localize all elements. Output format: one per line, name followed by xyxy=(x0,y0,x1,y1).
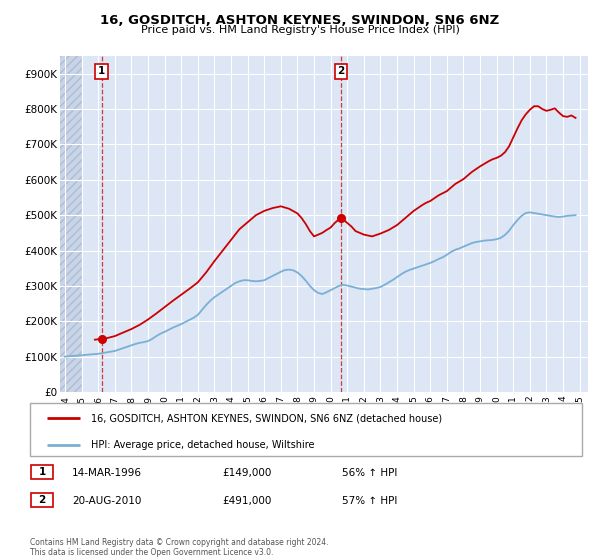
FancyBboxPatch shape xyxy=(30,403,582,456)
Text: 16, GOSDITCH, ASHTON KEYNES, SWINDON, SN6 6NZ (detached house): 16, GOSDITCH, ASHTON KEYNES, SWINDON, SN… xyxy=(91,413,442,423)
Text: 56% ↑ HPI: 56% ↑ HPI xyxy=(342,468,397,478)
Text: 57% ↑ HPI: 57% ↑ HPI xyxy=(342,496,397,506)
Text: HPI: Average price, detached house, Wiltshire: HPI: Average price, detached house, Wilt… xyxy=(91,440,314,450)
Text: £149,000: £149,000 xyxy=(222,468,271,478)
Text: £491,000: £491,000 xyxy=(222,496,271,506)
Text: 20-AUG-2010: 20-AUG-2010 xyxy=(72,496,142,506)
Text: 1: 1 xyxy=(98,66,105,76)
Text: Price paid vs. HM Land Registry's House Price Index (HPI): Price paid vs. HM Land Registry's House … xyxy=(140,25,460,35)
Text: 2: 2 xyxy=(38,495,46,505)
Text: Contains HM Land Registry data © Crown copyright and database right 2024.
This d: Contains HM Land Registry data © Crown c… xyxy=(30,538,329,557)
FancyBboxPatch shape xyxy=(31,493,53,507)
Text: 16, GOSDITCH, ASHTON KEYNES, SWINDON, SN6 6NZ: 16, GOSDITCH, ASHTON KEYNES, SWINDON, SN… xyxy=(100,14,500,27)
Text: 14-MAR-1996: 14-MAR-1996 xyxy=(72,468,142,478)
Text: 2: 2 xyxy=(337,66,345,76)
FancyBboxPatch shape xyxy=(31,465,53,479)
Text: 1: 1 xyxy=(38,467,46,477)
